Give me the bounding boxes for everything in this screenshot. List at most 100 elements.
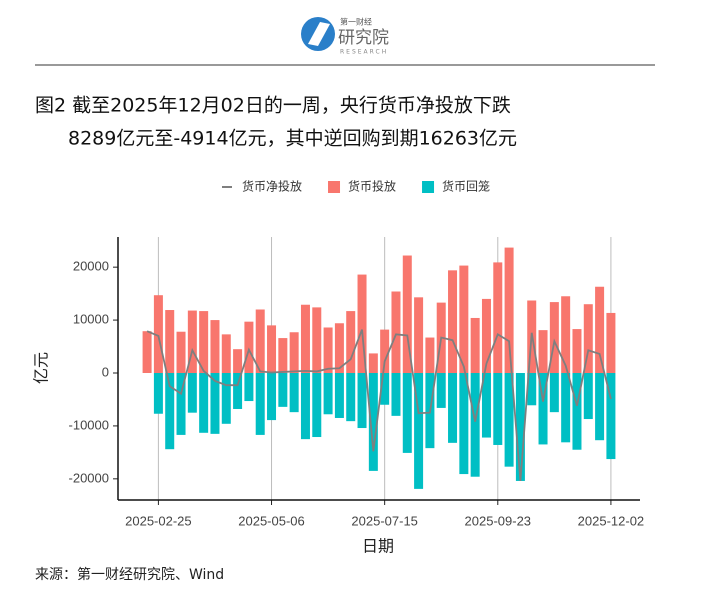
y-tick-label: 20000 [73, 259, 109, 274]
bar [538, 330, 548, 373]
bar [210, 320, 220, 373]
bar [595, 372, 605, 441]
bar [527, 372, 537, 406]
bar [481, 372, 491, 438]
bar [561, 296, 571, 373]
bar [425, 337, 435, 373]
y-tick-label: -10000 [69, 417, 109, 432]
bar [549, 302, 559, 373]
bar [233, 349, 243, 373]
bar [493, 372, 503, 445]
bar [346, 372, 356, 422]
chart-title: 8289亿元至-4914亿元，其中逆回购到期16263亿元 [68, 128, 517, 150]
source-note: 来源：第一财经研究院、Wind [35, 566, 224, 583]
x-tick-label: 2025-12-02 [578, 513, 645, 528]
bar [153, 295, 163, 373]
logo-sub: RESEARCH [340, 49, 388, 56]
y-axis-title: 亿元 [32, 352, 51, 384]
bar [267, 325, 277, 373]
bar [481, 298, 491, 373]
bar [493, 262, 503, 373]
bar [300, 372, 310, 440]
logo-icon-mark [308, 22, 330, 46]
logo-top: 第一财经 [340, 17, 372, 27]
bar [448, 270, 458, 373]
bar [414, 297, 424, 373]
net-line [146, 329, 612, 482]
bar [504, 372, 514, 467]
bar [515, 372, 525, 481]
bar [572, 372, 582, 450]
x-tick-label: 2025-09-23 [465, 513, 532, 528]
bar [278, 372, 288, 407]
bar [312, 307, 322, 373]
legend-swatch [328, 181, 341, 193]
bar [357, 274, 367, 373]
bar [165, 372, 175, 450]
bar [289, 332, 299, 373]
bar [278, 338, 288, 373]
legend-label: 货币净投放 [242, 179, 302, 194]
bar [187, 372, 197, 413]
bar [323, 327, 333, 373]
bar [199, 311, 209, 373]
bar [334, 372, 344, 418]
bar [459, 265, 469, 373]
logo-main: 研究院 [338, 28, 389, 48]
bar [391, 372, 401, 416]
bar [368, 353, 378, 373]
bar [323, 372, 333, 415]
bar [561, 372, 571, 443]
bar [572, 329, 582, 373]
x-axis-title: 日期 [362, 537, 394, 556]
bar [153, 372, 163, 414]
bar [583, 372, 593, 420]
bar [289, 372, 299, 413]
bar [210, 372, 220, 434]
y-tick-label: -20000 [69, 470, 109, 485]
bar [402, 255, 412, 373]
bar [391, 291, 401, 373]
bar [538, 372, 548, 445]
x-tick-label: 2025-07-15 [351, 513, 418, 528]
bar [221, 372, 231, 424]
bar [606, 312, 616, 373]
y-tick-label: 10000 [73, 312, 109, 327]
bar [549, 372, 559, 413]
bar [380, 372, 390, 405]
bar [176, 372, 186, 435]
bar [595, 286, 605, 373]
logo: 第一财经 研究院 RESEARCH [301, 17, 389, 56]
bar [606, 372, 616, 460]
bar [583, 304, 593, 373]
bar [142, 331, 152, 373]
bar [436, 372, 446, 408]
bar [470, 317, 480, 373]
bar [255, 309, 265, 373]
bar [504, 247, 514, 373]
bar [267, 372, 277, 421]
legend-swatch [422, 181, 435, 193]
bar [187, 310, 197, 373]
bar [244, 321, 254, 373]
bar [346, 311, 356, 373]
bar [165, 310, 175, 373]
bar [368, 372, 378, 471]
bar [255, 372, 265, 435]
bar [300, 304, 310, 373]
legend-label: 货币回笼 [442, 179, 490, 194]
chart-title: 图2 截至2025年12月02日的一周，央行货币净投放下跌 [35, 95, 511, 117]
bar [448, 372, 458, 443]
x-tick-label: 2025-02-25 [125, 513, 192, 528]
bar [380, 329, 390, 373]
bar [199, 372, 209, 433]
x-tick-label: 2025-05-06 [238, 513, 305, 528]
bar [470, 372, 480, 477]
legend-label: 货币投放 [348, 179, 396, 194]
y-tick-label: 0 [102, 364, 109, 379]
bar [244, 372, 254, 402]
bar [357, 372, 367, 429]
bar [334, 323, 344, 373]
